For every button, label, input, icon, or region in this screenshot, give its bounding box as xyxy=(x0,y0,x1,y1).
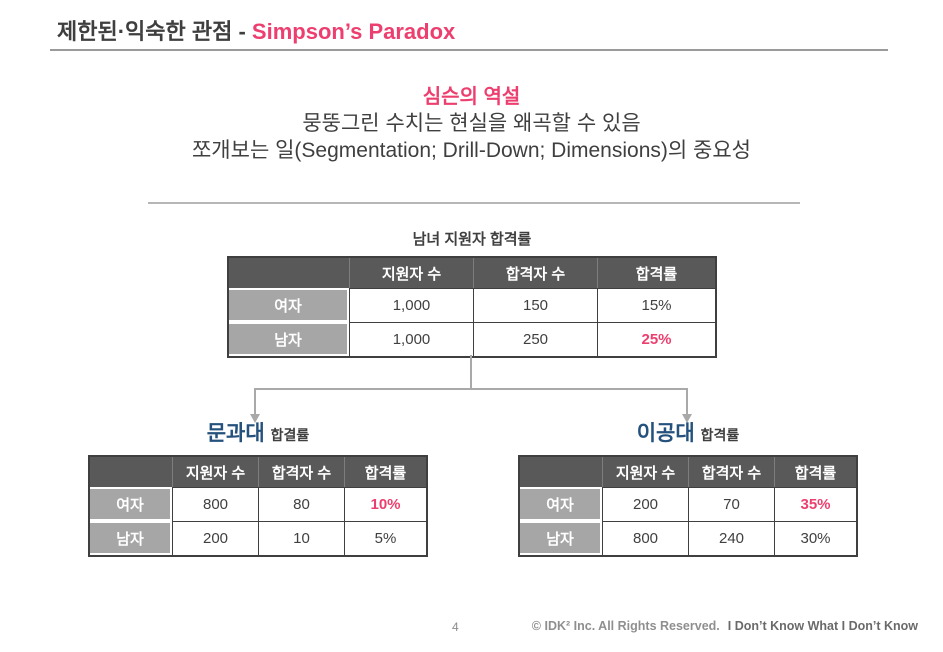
arrow-down-icon xyxy=(250,414,260,423)
page-title: 제한된·익숙한 관점 - Simpson’s Paradox xyxy=(57,14,455,46)
engineering-title-main: 이공대 xyxy=(636,422,695,445)
row-label-female: 여자 xyxy=(90,487,172,521)
liberal-arts-title-sub: 합결률 xyxy=(270,427,310,443)
connector-horizontal xyxy=(255,388,688,390)
cell-rate: 15% xyxy=(597,288,715,322)
table-row: 남자 200 10 5% xyxy=(90,521,426,555)
cell-applicants: 1,000 xyxy=(349,322,473,356)
cell-applicants: 200 xyxy=(602,487,688,521)
page-title-korean: 제한된·익숙한 관점 - xyxy=(57,19,252,44)
engineering-table: 지원자 수 합격자 수 합격률 여자 200 70 35% 남자 800 xyxy=(518,455,858,557)
cell-applicants: 800 xyxy=(172,487,258,521)
cell-rate-highlighted: 25% xyxy=(597,322,715,356)
header-applicants: 지원자 수 xyxy=(172,457,258,487)
cell-accepted: 150 xyxy=(473,288,597,322)
row-label-male: 남자 xyxy=(90,521,172,555)
cell-accepted: 250 xyxy=(473,322,597,356)
cell-accepted: 80 xyxy=(258,487,344,521)
row-label-male: 남자 xyxy=(229,322,349,356)
header-rate: 합격률 xyxy=(774,457,856,487)
cell-rate: 30% xyxy=(774,521,856,555)
engineering-title-sub: 합격률 xyxy=(700,427,740,443)
overall-header-row: 지원자 수 합격자 수 합격률 xyxy=(229,258,715,288)
cell-accepted: 240 xyxy=(688,521,774,555)
intro-line-1: 뭉뚱그린 수치는 현실을 왜곡할 수 있음 xyxy=(302,112,641,135)
table-row: 남자 800 240 30% xyxy=(520,521,856,555)
liberal-arts-table: 지원자 수 합격자 수 합격률 여자 800 80 10% 남자 200 xyxy=(88,455,428,557)
row-label-male: 남자 xyxy=(520,521,602,555)
overall-header-applicants: 지원자 수 xyxy=(349,258,473,288)
arrow-down-icon xyxy=(682,414,692,423)
cell-rate-highlighted: 10% xyxy=(344,487,426,521)
cell-applicants: 1,000 xyxy=(349,288,473,322)
table-row: 여자 800 80 10% xyxy=(90,487,426,521)
page-number: 4 xyxy=(452,620,459,634)
header-accepted: 합격자 수 xyxy=(688,457,774,487)
cell-accepted: 10 xyxy=(258,521,344,555)
cell-rate: 5% xyxy=(344,521,426,555)
engineering-table-title: 이공대 합격률 xyxy=(518,420,858,449)
engineering-table-block: 이공대 합격률 지원자 수 합격자 수 합격률 여자 200 70 xyxy=(518,420,858,557)
connector-stem xyxy=(470,355,472,389)
header-accepted: 합격자 수 xyxy=(258,457,344,487)
header-blank xyxy=(520,457,602,487)
header-applicants: 지원자 수 xyxy=(602,457,688,487)
table-row: 여자 1,000 150 15% xyxy=(229,288,715,322)
intro-line-2: 쪼개보는 일(Segmentation; Drill-Down; Dimensi… xyxy=(191,139,751,162)
paradox-heading: 심슨의 역설 xyxy=(422,86,521,108)
cell-rate-highlighted: 35% xyxy=(774,487,856,521)
tagline-text: I Don’t Know What I Don’t Know xyxy=(727,619,918,633)
header-blank xyxy=(90,457,172,487)
overall-table-title: 남녀 지원자 합격률 xyxy=(412,231,532,248)
engineering-header-row: 지원자 수 합격자 수 합격률 xyxy=(520,457,856,487)
copyright-text: © IDK² Inc. All Rights Reserved. xyxy=(531,619,720,633)
liberal-arts-table-block: 문과대 합결률 지원자 수 합격자 수 합격률 여자 800 80 xyxy=(88,420,428,557)
footer-copyright: © IDK² Inc. All Rights Reserved. I Don’t … xyxy=(532,619,918,633)
connector-drop-left xyxy=(254,388,256,415)
header-rate: 합격률 xyxy=(344,457,426,487)
liberal-arts-table-title: 문과대 합결률 xyxy=(88,420,428,449)
cell-applicants: 800 xyxy=(602,521,688,555)
cell-applicants: 200 xyxy=(172,521,258,555)
row-label-female: 여자 xyxy=(520,487,602,521)
overall-table: 지원자 수 합격자 수 합격률 여자 1,000 150 15% 남자 1,00… xyxy=(227,256,717,358)
overall-table-block: 남녀 지원자 합격률 지원자 수 합격자 수 합격률 여자 1,000 xyxy=(227,230,717,358)
connector-drop-right xyxy=(686,388,688,415)
cell-accepted: 70 xyxy=(688,487,774,521)
overall-header-accepted: 합격자 수 xyxy=(473,258,597,288)
overall-header-rate: 합격률 xyxy=(597,258,715,288)
liberal-arts-title-main: 문과대 xyxy=(206,422,265,445)
page-title-english: Simpson’s Paradox xyxy=(251,19,456,44)
overall-header-blank xyxy=(229,258,349,288)
row-label-female: 여자 xyxy=(229,288,349,322)
section-divider xyxy=(148,202,800,204)
table-row: 여자 200 70 35% xyxy=(520,487,856,521)
title-divider xyxy=(50,49,888,51)
liberal-arts-header-row: 지원자 수 합격자 수 합격률 xyxy=(90,457,426,487)
intro-block: 심슨의 역설 뭉뚱그린 수치는 현실을 왜곡할 수 있음 쪼개보는 일(Segm… xyxy=(0,84,943,164)
table-row: 남자 1,000 250 25% xyxy=(229,322,715,356)
